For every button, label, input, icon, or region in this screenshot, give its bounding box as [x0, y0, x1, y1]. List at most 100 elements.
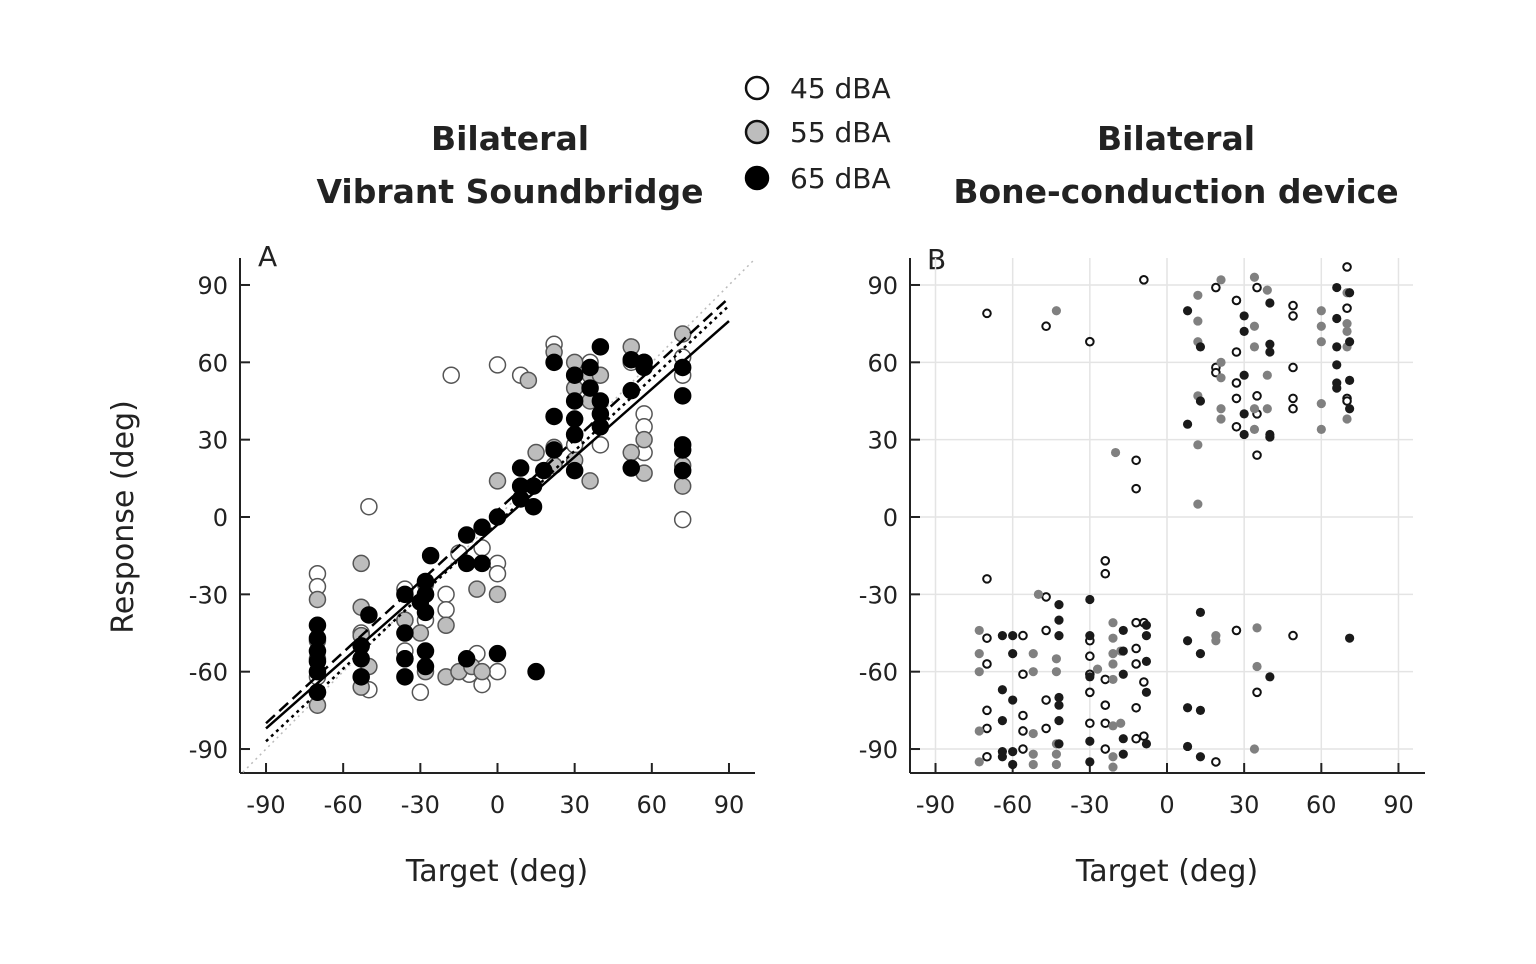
legend-label-45: 45 dBA	[790, 72, 891, 105]
panel-b-point-45-dba	[982, 723, 992, 734]
panel-b-point-55-dba	[1316, 424, 1326, 434]
panel-b-point-45-dba	[1041, 321, 1051, 332]
panel-b-point-45-dba	[1252, 282, 1262, 293]
panel-b-point-55-dba	[1092, 664, 1103, 674]
panel-b-point-45-dba	[1100, 744, 1111, 754]
panel-b-point-55-dba	[1316, 306, 1326, 316]
panel-b-point-45-dba	[1041, 625, 1051, 636]
panel-b-point-55-dba	[1033, 589, 1043, 599]
panel-a-point-65-dba	[457, 526, 476, 544]
panel-b-y-tick-label: -90	[859, 736, 898, 764]
panel-b-point-65-dba	[1345, 404, 1355, 414]
panel-a-x-tick-label: 60	[637, 791, 668, 819]
panel-b-point-65-dba	[1195, 649, 1206, 659]
panel-b-x-tick-label: -60	[993, 791, 1032, 819]
panel-b-label: B	[927, 243, 946, 276]
panel-b-point-65-dba	[1239, 409, 1249, 419]
panel-b-point-55-dba	[1108, 659, 1118, 669]
panel-a-point-55-dba	[635, 430, 653, 449]
panel-b-point-55-dba	[1262, 285, 1272, 295]
panel-b-point-65-dba	[1332, 313, 1342, 324]
legend-marker-55	[744, 119, 770, 145]
panel-b-point-55-dba	[1252, 623, 1262, 633]
panel-b-point-45-dba	[1131, 733, 1141, 744]
panel-a-label: A	[258, 240, 277, 273]
panel-b-point-55-dba	[1193, 440, 1203, 450]
panel-b-point-65-dba	[1265, 672, 1275, 682]
panel-b-point-55-dba	[1216, 404, 1226, 414]
panel-b-point-65-dba	[1085, 736, 1095, 746]
panel-b-point-55-dba	[1249, 342, 1260, 352]
panel-b-point-45-dba	[1085, 651, 1095, 662]
panel-b-point-45-dba	[1018, 710, 1028, 721]
panel-b-point-65-dba	[1085, 594, 1095, 605]
panel-b-point-55-dba	[1316, 398, 1326, 409]
panel-a-point-65-dba	[524, 497, 543, 516]
panel-a-point-55-dba	[352, 554, 370, 573]
panel-b-point-65-dba	[1332, 383, 1342, 393]
panel-b-point-65-dba	[997, 685, 1007, 695]
panel-b-point-65-dba	[1141, 739, 1152, 749]
panel-a-plot: 90 60 30 0 -30 -60 -90 -90 -60 -30 0 30 60 90	[189, 258, 756, 819]
panel-b-y-tick-label: 90	[867, 272, 898, 300]
panel-b-point-45-dba	[1288, 311, 1298, 321]
panel-b-point-65-dba	[1118, 734, 1128, 744]
panel-b-point-45-dba	[1041, 695, 1051, 705]
panel-b-x-tick-label: 60	[1306, 791, 1337, 819]
panel-a-point-55-dba	[673, 477, 692, 495]
panel-a-point-65-dba	[545, 353, 563, 372]
panel-a-point-65-dba	[457, 650, 476, 668]
panel-a-y-tick-label: -30	[189, 581, 228, 609]
panel-b-point-55-dba	[1116, 718, 1126, 728]
panel-a-point-45-dba	[488, 564, 507, 583]
panel-a-point-55-dba	[308, 590, 327, 609]
panel-a-point-55-dba	[527, 443, 545, 462]
panel-b-point-45-dba	[1231, 421, 1242, 432]
panel-a-point-65-dba	[673, 441, 692, 459]
panel-a-point-45-dba	[437, 585, 455, 604]
panel-a-point-65-dba	[511, 459, 530, 477]
panel-a-point-65-dba	[565, 425, 584, 444]
panel-a-point-65-dba	[622, 459, 640, 477]
panel-b-point-55-dba	[1342, 326, 1352, 336]
panel-b-point-45-dba	[1288, 630, 1298, 641]
panel-b-point-55-dba	[974, 625, 984, 636]
panel-b-point-65-dba	[1054, 692, 1064, 703]
panel-b-xlabel: Target (deg)	[1075, 854, 1258, 889]
panel-b-title-line2: Bone-conduction device	[953, 172, 1398, 211]
panel-b-point-45-dba	[1231, 347, 1242, 357]
panel-b-point-55-dba	[1108, 633, 1118, 643]
panel-a-x-tick-label: -30	[401, 791, 440, 819]
panel-b-point-55-dba	[1028, 728, 1038, 739]
panel-a-y-tick-label: -60	[189, 659, 228, 687]
panel-a-y-tick-label: 0	[213, 504, 228, 532]
panel-a-point-55-dba	[473, 662, 491, 681]
panel-b-point-65-dba	[1332, 282, 1342, 293]
panel-b-point-65-dba	[1345, 633, 1355, 643]
panel-b-point-55-dba	[1262, 370, 1272, 380]
panel-b-point-55-dba	[1051, 654, 1062, 664]
panel-b-point-45-dba	[1018, 669, 1028, 680]
panel-b-point-55-dba	[1342, 414, 1352, 424]
panel-b-point-45-dba	[1085, 687, 1095, 698]
panel-a-point-65-dba	[673, 387, 692, 405]
panel-b-point-65-dba	[1054, 700, 1064, 710]
panel-a-point-65-dba	[581, 358, 599, 377]
panel-a-point-65-dba	[421, 546, 440, 565]
panel-a-x-tick-label: 30	[559, 791, 590, 819]
panel-a-point-55-dba	[622, 443, 640, 462]
panel-b-point-55-dba	[1249, 744, 1260, 754]
panel-b-point-65-dba	[1345, 288, 1355, 298]
panel-b-point-65-dba	[1182, 419, 1193, 429]
panel-b-point-55-dba	[1249, 424, 1260, 434]
panel-b-point-55-dba	[1252, 661, 1262, 672]
panel-a-point-65-dba	[635, 358, 653, 377]
panel-a-point-55-dba	[411, 624, 430, 642]
panel-b-point-65-dba	[1182, 703, 1193, 713]
panel-b-point-65-dba	[1195, 705, 1206, 715]
panel-b-point-55-dba	[1249, 272, 1260, 282]
panel-b-point-55-dba	[1249, 404, 1260, 414]
panel-b-point-55-dba	[1262, 404, 1272, 414]
panel-a-point-65-dba	[673, 461, 692, 480]
panel-b-point-55-dba	[1108, 752, 1118, 762]
